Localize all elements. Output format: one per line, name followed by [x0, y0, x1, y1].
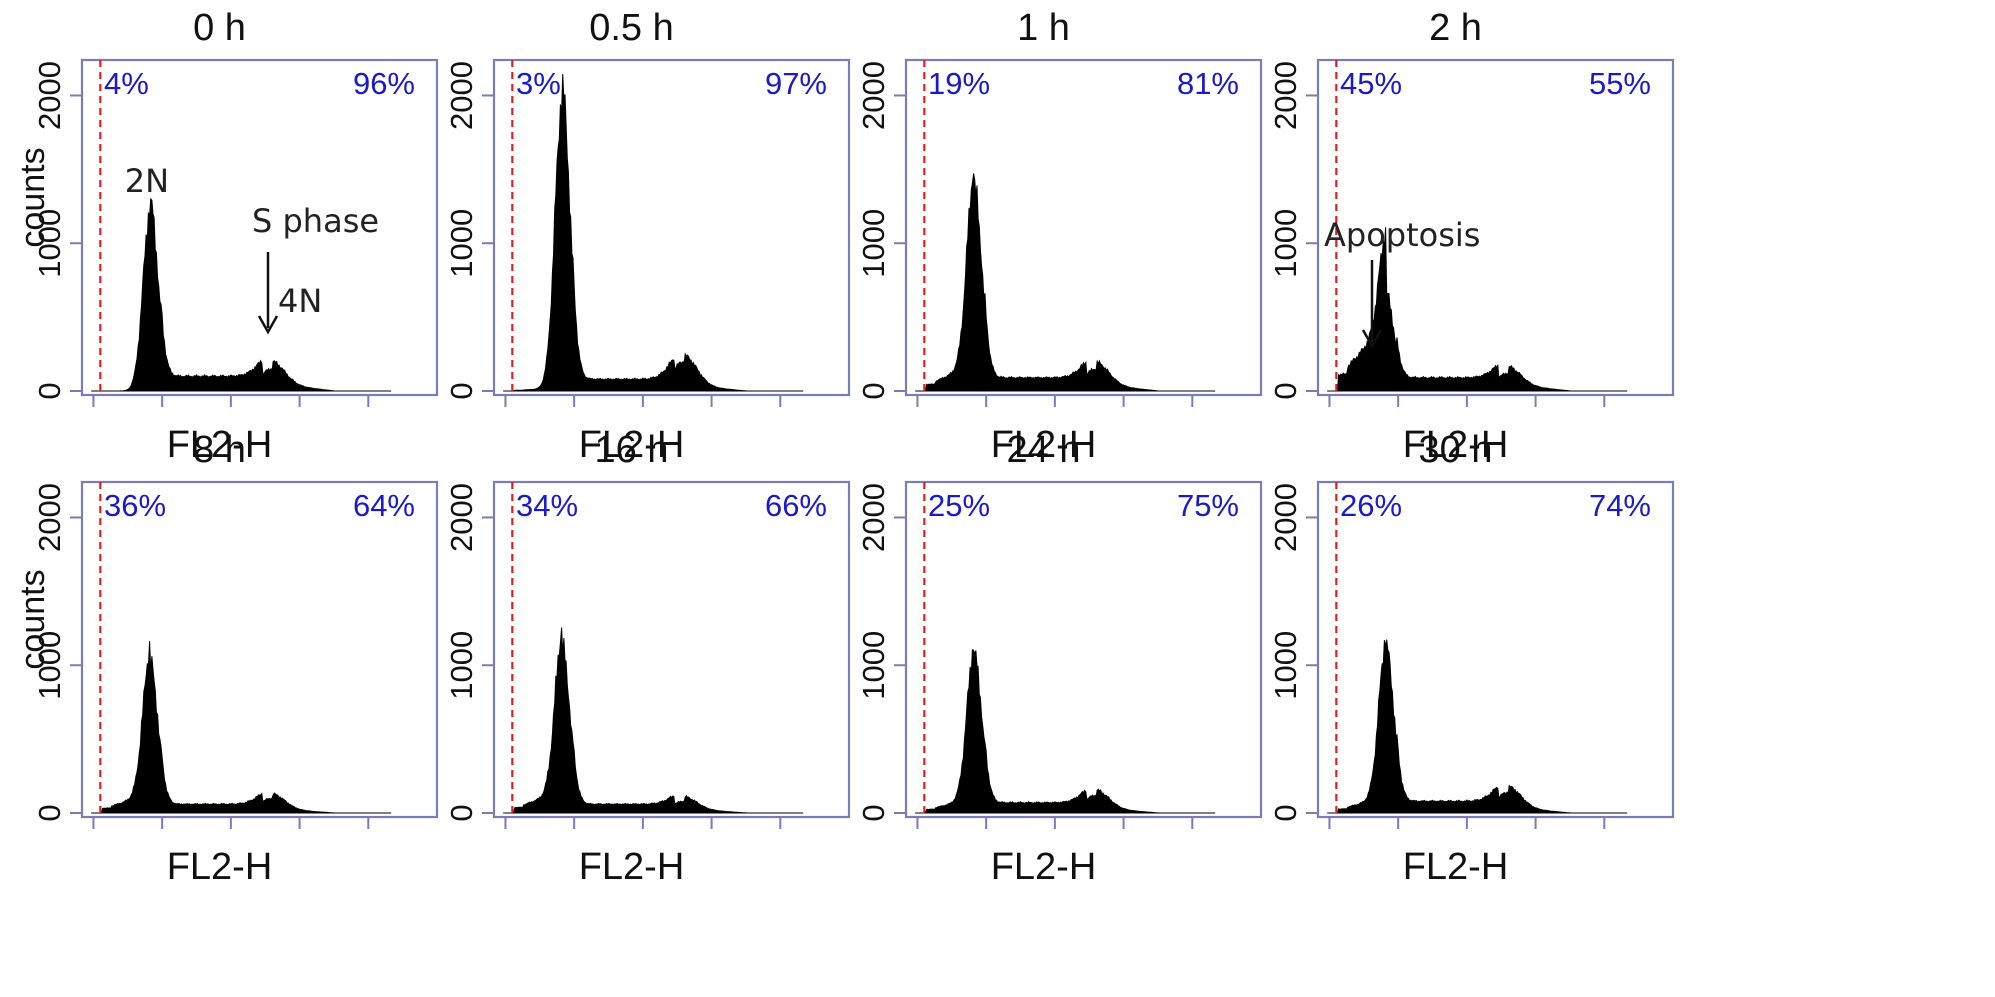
gate-left-percent: 36%: [104, 488, 166, 523]
y-tick-label: 0: [444, 804, 479, 821]
histogram-area: [915, 649, 1216, 814]
plot-frame: [1316, 480, 1675, 819]
y-tick-label: 1000: [1268, 631, 1303, 700]
x-axis-label: FL2-H: [167, 424, 273, 466]
histogram-panel: 0 1000 2000 19% 81% 1 h FL2-H: [856, 7, 1263, 466]
gate-left-percent: 34%: [516, 488, 578, 523]
panel-title: 2 h: [1429, 7, 1482, 49]
y-tick-label: 1000: [32, 631, 67, 700]
x-axis-label: FL2-H: [579, 424, 685, 466]
gate-left-percent: 4%: [104, 66, 149, 101]
y-tick-label: 1000: [856, 209, 891, 278]
y-tick-label: 0: [444, 382, 479, 399]
panel-title: 0.5 h: [589, 7, 674, 49]
s-phase-arrow-head: [257, 315, 279, 335]
histogram-area: [915, 173, 1216, 392]
plot-frame: [492, 480, 851, 819]
y-tick-label: 0: [32, 382, 67, 399]
gate-left-percent: 19%: [928, 66, 990, 101]
panel-title: 30 h: [1419, 429, 1493, 471]
gate-right-percent: 55%: [1589, 66, 1651, 101]
plot-frame: [904, 58, 1263, 397]
panel-title: 0 h: [193, 7, 246, 49]
gate-right-percent: 74%: [1589, 488, 1651, 523]
histogram-panel: 0 1000 2000 45% 55% 2 h FL2-H Apoptosis: [1268, 7, 1675, 466]
x-axis-label: FL2-H: [1403, 424, 1509, 466]
plot-frame: [1316, 58, 1675, 397]
plot-frame: [492, 58, 851, 397]
y-tick-label: 2000: [856, 483, 891, 552]
y-tick-label: 2000: [856, 61, 891, 130]
y-tick-label: 1000: [444, 209, 479, 278]
histogram-area: [1327, 227, 1628, 392]
histogram-area: [91, 197, 392, 392]
histogram-area: [91, 641, 392, 814]
y-tick-label: 0: [1268, 804, 1303, 821]
x-axis-label: FL2-H: [991, 846, 1097, 888]
y-tick-label: 0: [856, 382, 891, 399]
histogram-panel: 0 1000 2000 26% 74% 30 h FL2-H: [1268, 429, 1675, 888]
y-tick-label: 2000: [1268, 483, 1303, 552]
annotation-s-phase: S phase: [252, 202, 379, 240]
gate-right-percent: 66%: [765, 488, 827, 523]
annotation-2n: 2N: [125, 162, 169, 200]
gate-right-percent: 96%: [353, 66, 415, 101]
y-tick-label: 2000: [444, 483, 479, 552]
gate-left-percent: 3%: [516, 66, 561, 101]
panel-title: 8 h: [193, 429, 246, 471]
y-tick-label: 2000: [1268, 61, 1303, 130]
plot-frame: [80, 480, 439, 819]
histogram-panel: 0 1000 2000 25% 75% 24 h FL2-H: [856, 429, 1263, 888]
y-tick-label: 1000: [444, 631, 479, 700]
y-tick-label: 2000: [444, 61, 479, 130]
annotation-4n: 4N: [278, 282, 322, 320]
y-axis-label: counts: [14, 569, 52, 669]
histogram-panel: 0 1000 2000 4% 96% 0 h FL2-H counts 2N S phase 4N: [14, 7, 439, 466]
y-tick-label: 0: [32, 804, 67, 821]
gate-left-percent: 45%: [1340, 66, 1402, 101]
plot-frame: [80, 58, 439, 397]
histogram-area: [1327, 639, 1628, 814]
panel-title: 24 h: [1007, 429, 1081, 471]
y-tick-label: 1000: [32, 209, 67, 278]
gate-right-percent: 97%: [765, 66, 827, 101]
x-axis-label: FL2-H: [1403, 846, 1509, 888]
x-axis-label: FL2-H: [991, 424, 1097, 466]
apoptosis-arrow-head: [1361, 329, 1383, 349]
gate-left-percent: 26%: [1340, 488, 1402, 523]
histogram-panel: 0 1000 2000 34% 66% 16 h FL2-H: [444, 429, 851, 888]
panel-title: 16 h: [595, 429, 669, 471]
y-tick-label: 2000: [32, 61, 67, 130]
gate-right-percent: 64%: [353, 488, 415, 523]
annotation-apoptosis: Apoptosis: [1324, 216, 1480, 254]
y-tick-label: 2000: [32, 483, 67, 552]
panel-title: 1 h: [1017, 7, 1070, 49]
histogram-panel: 0 1000 2000 36% 64% 8 h FL2-H counts: [14, 429, 439, 888]
y-tick-label: 1000: [856, 631, 891, 700]
histogram-area: [503, 74, 804, 392]
y-axis-label: counts: [14, 147, 52, 247]
histogram-panel: 0 1000 2000 3% 97% 0.5 h FL2-H: [444, 7, 851, 466]
gate-left-percent: 25%: [928, 488, 990, 523]
y-tick-label: 0: [856, 804, 891, 821]
gate-right-percent: 81%: [1177, 66, 1239, 101]
x-axis-label: FL2-H: [167, 846, 273, 888]
gate-right-percent: 75%: [1177, 488, 1239, 523]
x-axis-label: FL2-H: [579, 846, 685, 888]
plot-frame: [904, 480, 1263, 819]
y-tick-label: 1000: [1268, 209, 1303, 278]
y-tick-label: 0: [1268, 382, 1303, 399]
histogram-area: [503, 627, 804, 814]
